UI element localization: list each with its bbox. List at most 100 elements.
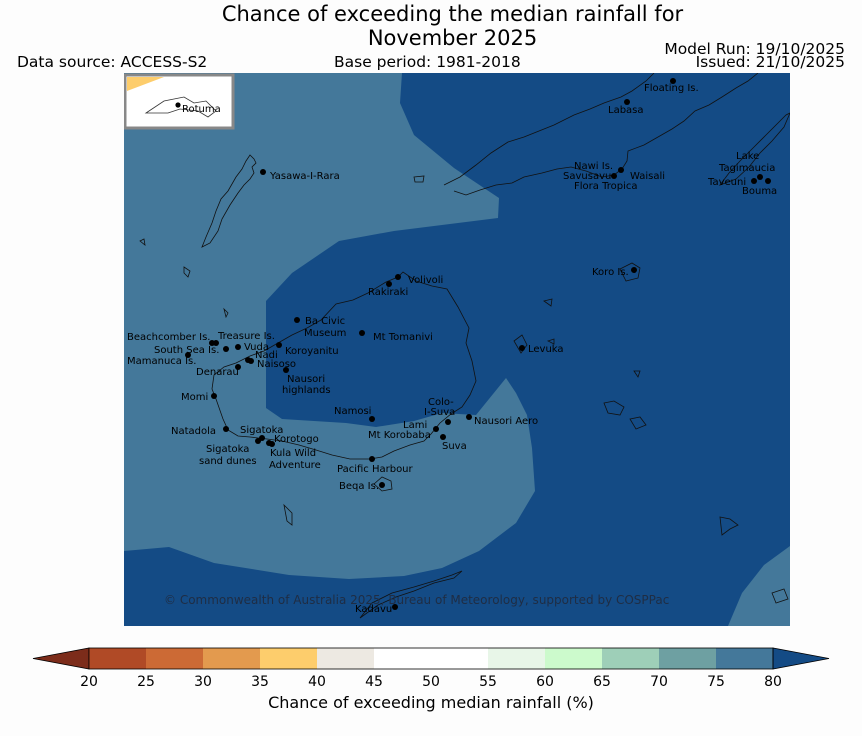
colorbar-tick: 65 bbox=[593, 674, 611, 690]
place-label: Volivoli bbox=[408, 275, 443, 286]
copyright-text: © Commonwealth of Australia 2025, Bureau… bbox=[164, 593, 669, 607]
map-panel: Rotuma Floating Is.Labasa Yasawa-I-Rara Na… bbox=[124, 73, 790, 626]
place-dot bbox=[209, 340, 215, 346]
base-period: Base period: 1981-2018 bbox=[334, 53, 521, 71]
coast-koro bbox=[619, 262, 641, 282]
place-label: Kula Wild bbox=[270, 448, 316, 459]
place-dot bbox=[757, 174, 763, 180]
place-label: Levuka bbox=[528, 344, 564, 355]
colorbar-tick: 30 bbox=[194, 674, 212, 690]
data-source: Data source: ACCESS-S2 bbox=[17, 53, 208, 71]
title-line-2: November 2025 bbox=[367, 26, 538, 50]
colorbar-swatch bbox=[545, 648, 602, 669]
place-dot bbox=[751, 178, 757, 184]
coastlines bbox=[139, 73, 790, 619]
place-dot bbox=[611, 173, 617, 179]
chart-title: Chance of exceeding the median rainfall … bbox=[0, 2, 862, 50]
place-label: Beachcomber Is. bbox=[127, 332, 210, 343]
place-label: Beqa Is. bbox=[339, 481, 379, 492]
place-dot bbox=[235, 364, 241, 370]
place-dot bbox=[255, 438, 261, 444]
place-label: Naisoso bbox=[257, 359, 296, 370]
place-label: Colo- bbox=[428, 397, 454, 408]
place-dot bbox=[379, 482, 385, 488]
place-dot bbox=[283, 367, 289, 373]
colorbar-swatches: 20 25 30 35 40 45 50 55 60 65 70 75 80 bbox=[32, 647, 830, 690]
place-label: Nadi bbox=[255, 350, 278, 361]
colorbar-swatch bbox=[260, 648, 317, 669]
band-75-80-west bbox=[124, 73, 535, 579]
place-label: Vuda bbox=[244, 342, 269, 353]
colorbar-tick: 50 bbox=[422, 674, 440, 690]
place-label: Bouma bbox=[742, 186, 777, 197]
issued-date: Issued: 21/10/2025 bbox=[695, 53, 845, 71]
place-label: Denarau bbox=[196, 367, 239, 378]
place-label: South Sea Is. bbox=[154, 345, 219, 356]
place-label: Kadavu bbox=[355, 604, 392, 615]
model-run: Model Run: 19/10/2025 bbox=[664, 40, 845, 58]
colorbar-tick: 20 bbox=[80, 674, 98, 690]
place-label: Sigatoka bbox=[206, 444, 249, 455]
place-label: Waisali bbox=[630, 171, 665, 182]
place-dot bbox=[386, 281, 392, 287]
place-label: Natadola bbox=[171, 426, 216, 437]
colorbar-tick: 25 bbox=[137, 674, 155, 690]
place-dot bbox=[670, 78, 676, 84]
coast-taveuni bbox=[718, 112, 790, 186]
place-dot bbox=[440, 434, 446, 440]
colorbar-swatch bbox=[716, 648, 773, 669]
band-75-80-southeast bbox=[728, 546, 790, 626]
colorbar-tick: 70 bbox=[650, 674, 668, 690]
place-label: Nausori Aero bbox=[474, 416, 538, 427]
colorbar-tick: 35 bbox=[251, 674, 269, 690]
colorbar-frame bbox=[88, 647, 774, 670]
colorbar-swatch bbox=[89, 648, 146, 669]
colorbar-swatch bbox=[317, 648, 374, 669]
place-dot bbox=[765, 178, 771, 184]
place-dot bbox=[185, 352, 191, 358]
colorbar-extend-high bbox=[772, 647, 830, 670]
place-label: sand dunes bbox=[199, 456, 257, 467]
place-dot bbox=[395, 274, 401, 280]
colorbar-label: Chance of exceeding median rainfall (%) bbox=[268, 693, 594, 712]
place-label: Sigatoka bbox=[240, 425, 283, 436]
place-label: Flora Tropica bbox=[574, 181, 637, 192]
place-dot bbox=[223, 426, 229, 432]
place-dot bbox=[260, 169, 266, 175]
place-label: Floating Is. bbox=[644, 83, 699, 94]
colorbar-swatch bbox=[602, 648, 659, 669]
rotuma-inset: Rotuma bbox=[124, 73, 235, 130]
place-dot bbox=[466, 414, 472, 420]
place-label: Koro Is. bbox=[592, 267, 629, 278]
colorbar-tick: 75 bbox=[707, 674, 725, 690]
colorbar-tick: 55 bbox=[479, 674, 497, 690]
place-dot bbox=[624, 99, 630, 105]
place-dot bbox=[445, 419, 451, 425]
place-label: I-Suva bbox=[424, 407, 455, 418]
place-dot bbox=[276, 342, 282, 348]
place-label: Taveuni bbox=[707, 177, 746, 188]
place-dot bbox=[392, 604, 398, 610]
place-dot bbox=[369, 456, 375, 462]
place-label: Mamanuca Is. bbox=[127, 356, 196, 367]
inset-label: Rotuma bbox=[182, 104, 221, 115]
place-dot bbox=[519, 345, 525, 351]
coast-ovalau bbox=[513, 334, 528, 354]
place-label: Mt Tomanivi bbox=[373, 332, 433, 343]
place-dot bbox=[223, 346, 229, 352]
place-label: Momi bbox=[181, 392, 208, 403]
place-label: Suva bbox=[442, 441, 467, 452]
place-label: Lake bbox=[736, 151, 759, 162]
place-label: Adventure bbox=[269, 460, 321, 471]
place-label: Labasa bbox=[608, 105, 644, 116]
place-label: Museum bbox=[304, 328, 346, 339]
colorbar-extend-low bbox=[32, 647, 90, 670]
coast-kadavu bbox=[359, 570, 463, 619]
place-dot bbox=[433, 426, 439, 432]
place-label: Tagimaucia bbox=[718, 163, 775, 174]
colorbar-swatch bbox=[146, 648, 203, 669]
colorbar-swatch bbox=[203, 648, 260, 669]
place-label: Korotogo bbox=[274, 434, 319, 445]
place-dot bbox=[369, 416, 375, 422]
place-dot bbox=[248, 358, 254, 364]
